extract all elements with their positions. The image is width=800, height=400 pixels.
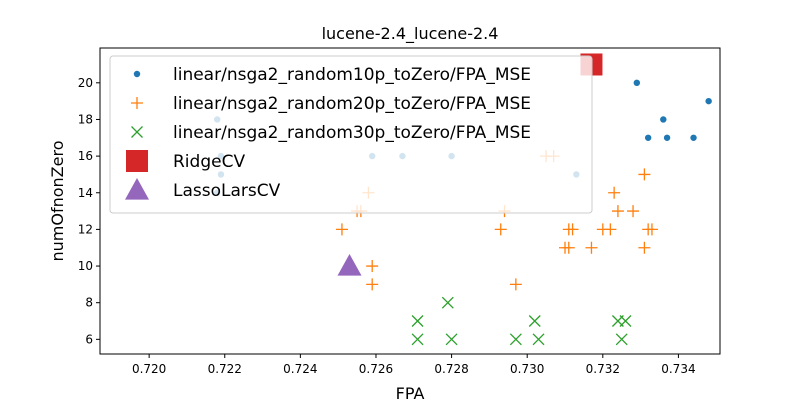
- data-point: [441, 296, 454, 309]
- y-tick-label: 12: [78, 222, 93, 236]
- data-point: [611, 205, 624, 218]
- data-point: [619, 315, 632, 327]
- y-tick-label: 20: [78, 76, 93, 90]
- data-point: [562, 241, 575, 254]
- legend-label: LassoLarsCV: [173, 181, 281, 201]
- data-point: [366, 278, 379, 291]
- legend-marker: [133, 70, 141, 78]
- data-point: [660, 116, 667, 123]
- data-point: [604, 223, 617, 236]
- data-point: [690, 134, 697, 141]
- data-point: [509, 278, 522, 291]
- legend-box: [109, 55, 593, 214]
- data-point: [633, 79, 641, 87]
- data-point: [645, 223, 658, 236]
- data-point: [566, 223, 579, 236]
- data-point: [644, 134, 652, 141]
- data-point: [528, 315, 541, 327]
- x-axis-label: FPA: [396, 384, 425, 400]
- data-point: [445, 333, 458, 346]
- data-point: [366, 260, 379, 273]
- data-point: [615, 333, 628, 346]
- legend-marker: [125, 178, 149, 200]
- legend-marker: [131, 97, 143, 109]
- data-point: [705, 97, 712, 105]
- series-5: [337, 254, 362, 276]
- x-tick-label: 0.722: [208, 362, 242, 376]
- y-tick-label: 10: [78, 259, 93, 273]
- y-axis-label: numOfnonZero: [48, 141, 67, 262]
- x-tick-label: 0.726: [359, 362, 393, 376]
- data-point: [337, 254, 362, 276]
- data-point: [608, 186, 621, 199]
- data-point: [532, 333, 545, 346]
- x-tick-label: 0.728: [434, 362, 468, 376]
- series-3: [411, 296, 632, 346]
- plot-frame: [99, 47, 721, 355]
- y-tick-label: 6: [85, 332, 93, 346]
- data-point: [663, 134, 671, 141]
- data-point: [585, 241, 598, 254]
- legend-label: RidgeCV: [173, 152, 245, 172]
- data-point: [411, 315, 424, 327]
- data-point: [411, 333, 424, 346]
- legend-marker: [131, 126, 143, 138]
- y-tick-label: 14: [78, 186, 93, 200]
- legend-marker: [126, 150, 148, 172]
- data-point: [494, 223, 507, 236]
- data-point: [638, 168, 651, 181]
- chart-legend: linear/nsga2_random10p_toZero/FPA_MSElin…: [109, 55, 593, 214]
- x-tick-label: 0.734: [661, 362, 695, 376]
- data-point: [627, 205, 640, 218]
- y-tick-label: 16: [78, 149, 93, 163]
- x-tick-label: 0.724: [283, 362, 317, 376]
- y-tick-label: 8: [85, 296, 93, 310]
- data-point: [638, 241, 651, 254]
- legend-label: linear/nsga2_random10p_toZero/FPA_MSE: [173, 65, 531, 85]
- x-tick-label: 0.732: [586, 362, 620, 376]
- data-point: [509, 333, 522, 346]
- chart-title: lucene-2.4_lucene-2.4: [322, 24, 499, 44]
- data-point: [335, 223, 348, 236]
- y-axis-ticks: 6 8 10 12 14 16 18 20: [78, 76, 100, 346]
- legend-label: linear/nsga2_random20p_toZero/FPA_MSE: [173, 94, 531, 114]
- x-tick-label: 0.730: [510, 362, 544, 376]
- x-axis-ticks: 0.720 0.722 0.724 0.726 0.728 0.730 0.732 0.734: [132, 354, 696, 376]
- legend-label: linear/nsga2_random30p_toZero/FPA_MSE: [173, 123, 531, 143]
- y-tick-label: 18: [78, 112, 93, 126]
- x-tick-label: 0.720: [132, 362, 166, 376]
